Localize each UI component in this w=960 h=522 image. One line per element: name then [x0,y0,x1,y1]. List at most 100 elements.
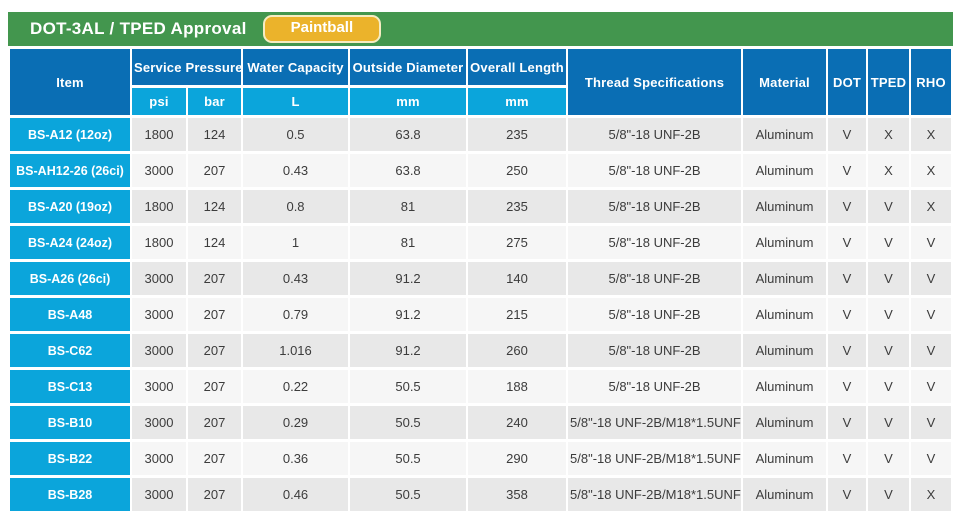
cell-thread: 5/8"-18 UNF-2B/M18*1.5UNF [568,478,742,511]
cell-rho: V [911,406,952,439]
cell-capacity: 0.43 [243,154,349,187]
unit-header-psi: psi [132,88,186,115]
cell-diameter: 81 [350,226,467,259]
cell-psi: 3000 [132,478,186,511]
cell-tped: V [868,262,910,295]
cell-bar: 124 [188,118,242,151]
col-header-item: Item [10,49,130,115]
page-title: DOT-3AL / TPED Approval [30,19,247,38]
cell-rho: X [911,154,952,187]
cell-diameter: 91.2 [350,334,467,367]
item-cell: BS-C13 [10,370,130,403]
cell-tped: X [868,154,910,187]
col-header-material: Material [743,49,827,115]
item-cell: BS-A20 (19oz) [10,190,130,223]
cell-dot: V [828,262,867,295]
table-row: BS-B10 3000 207 0.29 50.5 240 5/8"-18 UN… [10,406,952,439]
cell-length: 235 [468,118,567,151]
cell-tped: V [868,478,910,511]
cell-rho: V [911,370,952,403]
item-cell: BS-B22 [10,442,130,475]
cell-tped: V [868,406,910,439]
cell-psi: 1800 [132,226,186,259]
cell-tped: V [868,226,910,259]
table-row: BS-A20 (19oz) 1800 124 0.8 81 235 5/8"-1… [10,190,952,223]
cell-bar: 124 [188,190,242,223]
cell-diameter: 63.8 [350,154,467,187]
cell-psi: 3000 [132,370,186,403]
cell-material: Aluminum [743,334,827,367]
cell-thread: 5/8"-18 UNF-2B [568,334,742,367]
cell-rho: X [911,118,952,151]
cell-psi: 3000 [132,442,186,475]
cell-material: Aluminum [743,226,827,259]
cell-thread: 5/8"-18 UNF-2B [568,370,742,403]
cell-thread: 5/8"-18 UNF-2B [568,190,742,223]
col-header-service-pressure: Service Pressure [132,49,242,85]
cell-length: 250 [468,154,567,187]
cell-diameter: 50.5 [350,478,467,511]
cell-capacity: 0.46 [243,478,349,511]
cell-dot: V [828,370,867,403]
cell-material: Aluminum [743,154,827,187]
cell-thread: 5/8"-18 UNF-2B [568,226,742,259]
cell-length: 140 [468,262,567,295]
cell-thread: 5/8"-18 UNF-2B [568,262,742,295]
cell-material: Aluminum [743,370,827,403]
cell-dot: V [828,226,867,259]
cell-tped: V [868,442,910,475]
cell-length: 260 [468,334,567,367]
cell-thread: 5/8"-18 UNF-2B/M18*1.5UNF [568,406,742,439]
table-row: BS-A48 3000 207 0.79 91.2 215 5/8"-18 UN… [10,298,952,331]
table-row: BS-A24 (24oz) 1800 124 1 81 275 5/8"-18 … [10,226,952,259]
item-cell: BS-B10 [10,406,130,439]
cell-diameter: 81 [350,190,467,223]
cell-capacity: 0.22 [243,370,349,403]
cell-tped: V [868,298,910,331]
cell-psi: 3000 [132,262,186,295]
cell-capacity: 0.29 [243,406,349,439]
cell-dot: V [828,154,867,187]
col-header-water-capacity: Water Capacity [243,49,349,85]
item-cell: BS-A26 (26ci) [10,262,130,295]
cell-length: 215 [468,298,567,331]
cell-psi: 1800 [132,118,186,151]
cell-rho: V [911,334,952,367]
header-row-main: Item Service Pressure Water Capacity Out… [10,49,952,115]
cell-bar: 207 [188,406,242,439]
cell-dot: V [828,442,867,475]
cell-rho: X [911,190,952,223]
cell-dot: V [828,298,867,331]
cell-rho: X [911,478,952,511]
cell-rho: V [911,226,952,259]
cell-dot: V [828,478,867,511]
item-cell: BS-AH12-26 (26ci) [10,154,130,187]
cell-rho: V [911,442,952,475]
cell-diameter: 63.8 [350,118,467,151]
col-header-thread-specifications: Thread Specifications [568,49,742,115]
cell-material: Aluminum [743,262,827,295]
cell-dot: V [828,190,867,223]
cell-rho: V [911,262,952,295]
cell-bar: 207 [188,442,242,475]
table-row: BS-AH12-26 (26ci) 3000 207 0.43 63.8 250… [10,154,952,187]
cell-capacity: 0.5 [243,118,349,151]
cell-thread: 5/8"-18 UNF-2B [568,118,742,151]
cell-material: Aluminum [743,442,827,475]
cell-thread: 5/8"-18 UNF-2B [568,154,742,187]
header-row-units: psi bar L mm mm [10,88,951,115]
title-bar: DOT-3AL / TPED Approval Paintball [8,12,953,46]
table-row: BS-B28 3000 207 0.46 50.5 358 5/8"-18 UN… [10,478,952,511]
table-row: BS-B22 3000 207 0.36 50.5 290 5/8"-18 UN… [10,442,952,475]
table-row: BS-A12 (12oz) 1800 124 0.5 63.8 235 5/8"… [10,118,952,151]
cell-capacity: 0.36 [243,442,349,475]
cell-psi: 3000 [132,334,186,367]
cell-bar: 207 [188,334,242,367]
cell-psi: 1800 [132,190,186,223]
col-header-dot: DOT [828,49,867,115]
cell-length: 188 [468,370,567,403]
cell-length: 235 [468,190,567,223]
cell-rho: V [911,298,952,331]
cell-length: 275 [468,226,567,259]
